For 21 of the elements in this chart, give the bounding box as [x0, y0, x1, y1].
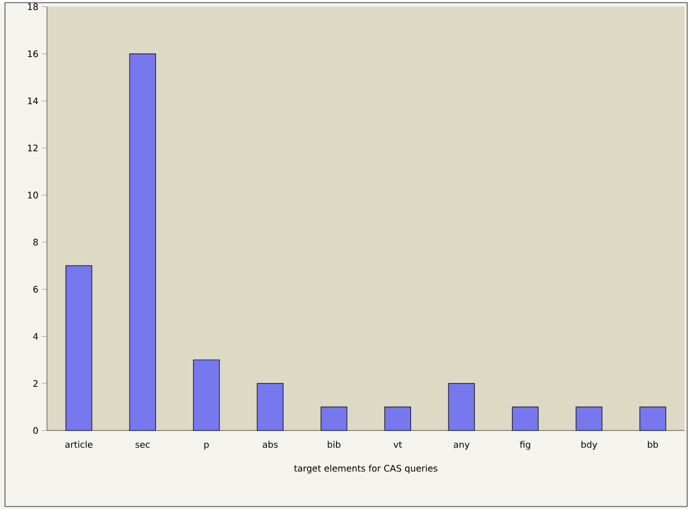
y-tick-label: 8: [33, 238, 38, 246]
x-axis-title: target elements for CAS queries: [294, 464, 438, 474]
x-tick-label: p: [204, 442, 209, 450]
y-tick-label: 6: [33, 286, 38, 292]
y-tick-label: 18: [28, 3, 38, 10]
x-tick-label: bb: [648, 440, 658, 448]
y-tick-label: 14: [28, 97, 38, 104]
x-tick-label: sec: [136, 442, 150, 448]
y-tick-label: 4: [33, 332, 38, 340]
x-tick-label: vt: [394, 441, 402, 448]
x-tick-label: abs: [262, 440, 278, 448]
y-tick-label: 12: [28, 144, 38, 152]
x-tick-label: bib: [328, 440, 340, 448]
y-tick-label: 10: [28, 191, 38, 198]
y-tick-label: 0: [33, 426, 38, 434]
y-tick-label: 16: [28, 50, 38, 57]
x-tick-label: bdy: [582, 440, 598, 450]
x-tick-label: any: [454, 442, 470, 450]
x-tick-label: fig: [520, 440, 530, 450]
x-tick-label: article: [65, 440, 92, 448]
y-tick-label: 2: [33, 380, 38, 387]
